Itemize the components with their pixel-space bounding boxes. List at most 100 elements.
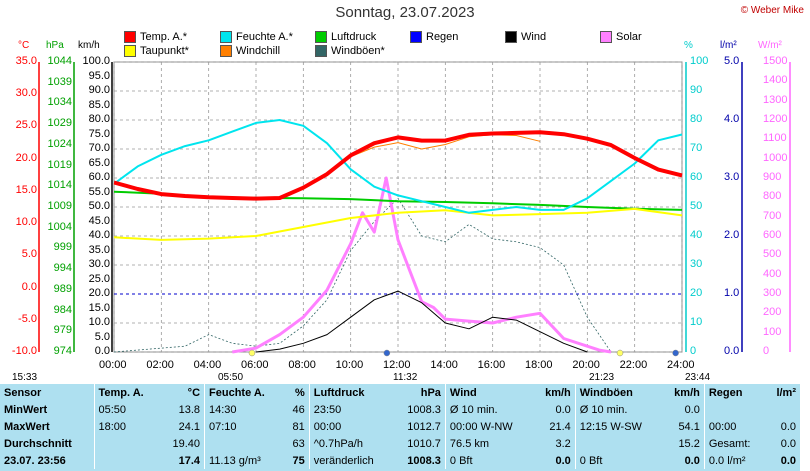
legend-label: Windböen*: [331, 45, 385, 57]
stats-cell: [204, 435, 284, 452]
stats-row-current: 23.07. 23:56 17.4 11.13 g/m³ 75 veränder…: [0, 452, 800, 469]
tick-label-time: 22:00: [619, 359, 648, 371]
tick-label-solar: 800: [763, 190, 782, 203]
unit-pct: %: [684, 40, 693, 51]
stats-cell: 0.0: [780, 420, 796, 433]
tick-label-hpa: 1019: [47, 158, 72, 171]
tick-label-rain: 4.0: [724, 113, 740, 125]
tick-label-solar: 500: [763, 248, 782, 261]
tick-label-time: 14:00: [430, 359, 458, 371]
tick-label-kmh: 35.0: [88, 243, 110, 256]
stats-header: Luftdruck: [308, 384, 394, 401]
legend-swatch: [505, 31, 517, 43]
tick-label-kmh: 0.0: [94, 345, 110, 357]
stats-cell: [766, 401, 800, 418]
stats-cell: 0.0: [684, 454, 700, 467]
stats-cell: 14:30: [204, 401, 284, 418]
tick-label-solar: 1100: [763, 132, 787, 145]
tick-label-solar: 600: [763, 229, 782, 241]
stats-cell: 0.0: [684, 403, 700, 416]
tick-label-kmh: 5.0: [94, 330, 110, 343]
tick-label-hpa: 989: [53, 282, 72, 295]
stats-header: l/m²: [776, 386, 796, 399]
tick-label-time: 12:00: [383, 359, 411, 371]
stats-header: km/h: [674, 386, 700, 399]
stats-cell: 23.07. 23:56: [4, 454, 66, 467]
legend-temp: Temp. A.*: [124, 31, 187, 43]
tick-label-pct: 80: [690, 113, 703, 125]
tick-label-temp: 0.0: [21, 280, 37, 293]
stats-cell: 05:50: [93, 401, 161, 418]
tick-label-rain: 5.0: [724, 55, 740, 67]
tick-label-kmh: 10.0: [88, 316, 110, 328]
tick-label-time: 06:00: [241, 359, 269, 371]
sun-marker-icon: [248, 349, 256, 357]
credit-label[interactable]: © Weber Mike: [740, 5, 804, 16]
tick-label-time: 16:00: [477, 359, 506, 371]
stats-table: Sensor Temp. A. °C Feuchte A. % Luftdruc…: [0, 384, 800, 469]
stats-header: Windböen: [574, 384, 663, 401]
stats-cell: 0 Bft: [574, 452, 663, 469]
series-line-feuchte-a: [113, 119, 683, 214]
tick-label-hpa: 999: [53, 241, 72, 254]
stats-cell: 00:00: [703, 418, 767, 435]
moon-label: 23:44: [685, 372, 711, 383]
tick-label-temp: 30.0: [15, 87, 37, 100]
stats-cell: 76.5 km: [444, 435, 534, 452]
solar-noon-label: 11:32: [393, 372, 418, 383]
tick-label-kmh: 30.0: [88, 258, 110, 270]
tick-label-kmh: 40.0: [88, 229, 110, 241]
stats-cell: Durchschnitt: [4, 437, 72, 450]
tick-label-kmh: 55.0: [88, 185, 110, 198]
tick-label-kmh: 100.0: [82, 55, 110, 67]
stats-cell: 24.1: [178, 420, 201, 433]
tick-label-solar: 1300: [763, 93, 788, 106]
tick-label-kmh: 95.0: [88, 69, 110, 82]
tick-label-temp: 10.0: [15, 216, 37, 229]
tick-label-pct: 90: [690, 84, 703, 96]
stats-cell: 75: [292, 454, 305, 467]
tick-label-rain: 3.0: [724, 171, 740, 183]
legend-label: Temp. A.*: [140, 31, 188, 43]
tick-label-kmh: 80.0: [88, 113, 110, 125]
stats-cell: MaxWert: [4, 420, 50, 433]
tick-label-hpa: 1014: [47, 179, 72, 192]
tick-label-temp: 5.0: [21, 248, 37, 261]
tick-label-pct: 20: [690, 287, 703, 299]
tick-label-temp: 15.0: [15, 183, 37, 196]
tick-label-hpa: 984: [53, 303, 72, 316]
stats-cell: 1008.3: [407, 403, 441, 416]
series-line-wind: [255, 290, 588, 353]
stats-header: °C: [187, 386, 201, 399]
stats-cell: 0.0 l/m²: [703, 452, 767, 469]
series-line-solar: [232, 176, 612, 354]
tick-label-kmh: 15.0: [88, 301, 110, 314]
legend-humidity: Feuchte A.*: [220, 31, 293, 43]
stats-cell: 15.2: [678, 437, 700, 450]
tick-label-time: 20:00: [572, 359, 600, 371]
tick-label-temp: 20.0: [15, 151, 37, 164]
tick-label-rain: 2.0: [724, 229, 740, 241]
stats-cell: 3.2: [555, 437, 571, 450]
stats-header: km/h: [545, 386, 571, 399]
legend-wind: Wind: [505, 31, 546, 43]
tick-label-time: 18:00: [525, 359, 553, 371]
tick-label-pct: 0: [690, 345, 697, 357]
tick-label-time: 08:00: [288, 359, 316, 371]
tick-label-hpa: 1029: [47, 117, 72, 130]
tick-label-solar: 900: [763, 171, 782, 183]
legend-label: Wind: [521, 31, 547, 43]
tick-label-pct: 60: [690, 171, 703, 183]
sun-marker-icon: [672, 349, 679, 357]
stats-cell: [93, 452, 161, 469]
tick-label-kmh: 60.0: [88, 171, 110, 183]
series-line-temp-a: [113, 130, 683, 201]
tick-label-temp: -5.0: [18, 312, 37, 325]
tick-label-time: 02:00: [146, 359, 174, 371]
legend-gusts: Windböen*: [315, 45, 385, 57]
unit-solar: W/m²: [758, 40, 782, 51]
legend-label: Regen: [426, 31, 459, 43]
stats-cell: 0.0: [780, 437, 796, 450]
tick-label-kmh: 25.0: [88, 272, 110, 285]
stats-cell: 0.0: [780, 454, 796, 467]
